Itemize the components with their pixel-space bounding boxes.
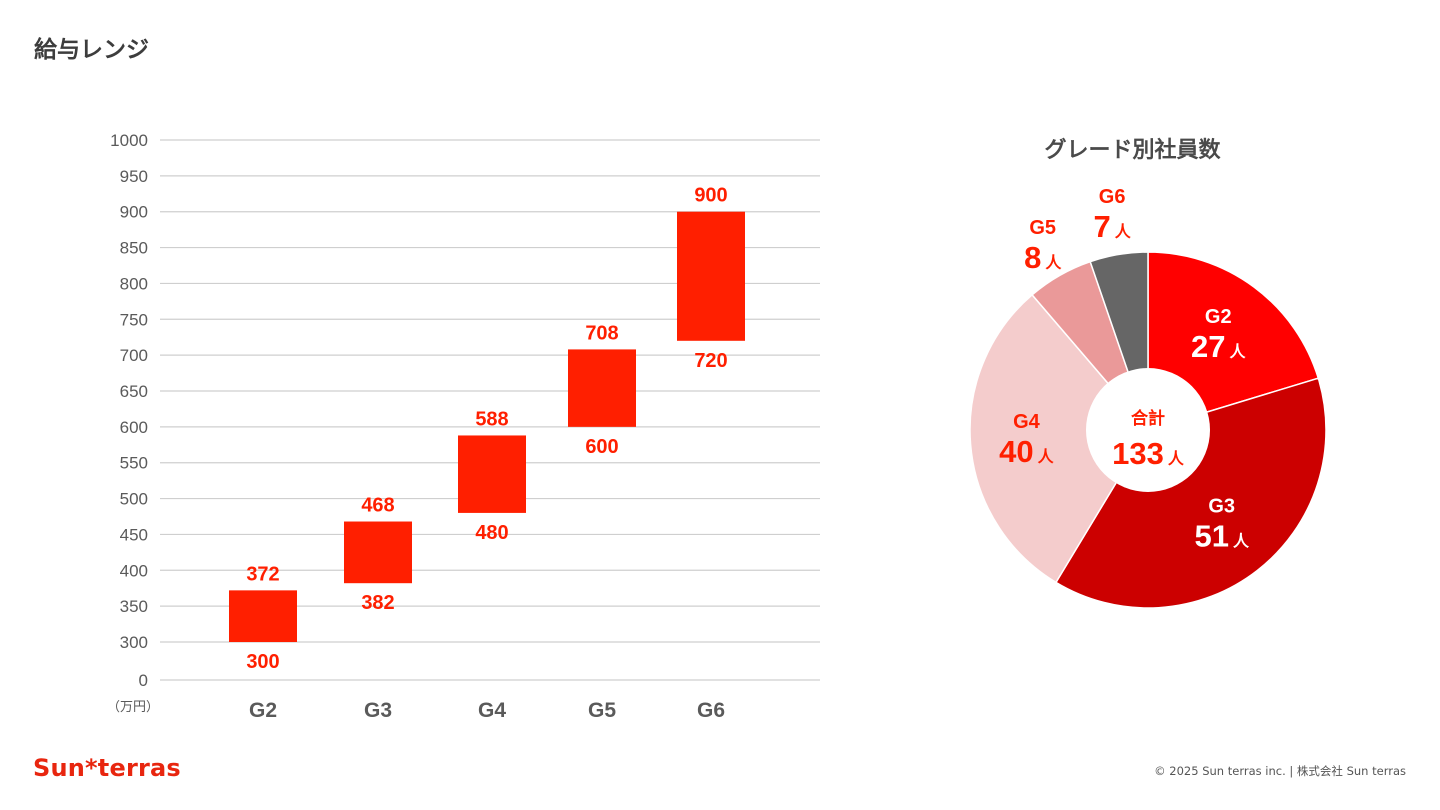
y-tick-label: 550 <box>120 454 148 473</box>
salary-range-chart: 0 300 350 400 450 500 550 600 650 700 750 800 850 900… <box>107 131 820 722</box>
bar-high-label: 372 <box>246 563 279 585</box>
range-bar <box>229 590 297 642</box>
copyright-text: © 2025 Sun terras inc. | 株式会社 Sun terras <box>1154 764 1406 778</box>
range-bar <box>344 521 412 584</box>
pie-chart-title: グレード別社員数 <box>1044 138 1221 163</box>
bar-low-label: 480 <box>475 522 508 544</box>
bar-high-label: 588 <box>475 408 508 430</box>
bar-low-label: 382 <box>361 592 394 614</box>
y-tick-label: 0 <box>139 671 148 690</box>
bar-high-label: 900 <box>694 185 727 207</box>
y-tick-label: 650 <box>120 382 148 401</box>
y-tick-label: 600 <box>120 418 148 437</box>
slice-category-label: G6 <box>1099 186 1126 208</box>
y-tick-label: 300 <box>120 633 148 652</box>
slice-value-label: 27 人 <box>1191 329 1246 364</box>
slice-value-label: 40 人 <box>999 434 1054 469</box>
donut-slice <box>1054 377 1327 609</box>
x-tick-label: G5 <box>588 699 616 722</box>
bar-high-label: 708 <box>585 322 618 344</box>
slice-category-label: G2 <box>1205 306 1232 328</box>
page-title: 給与レンジ <box>34 37 149 63</box>
y-tick-label: 500 <box>120 490 148 509</box>
bar-low-label: 720 <box>694 350 727 372</box>
x-tick-label: G6 <box>697 699 725 722</box>
y-tick-label: 700 <box>120 346 148 365</box>
x-tick-label: G4 <box>478 699 506 722</box>
range-bar <box>568 349 636 427</box>
donut-center-label: 合計 <box>1131 408 1165 429</box>
x-tick-label: G2 <box>249 699 277 722</box>
slice-value-label: 51 人 <box>1194 519 1249 554</box>
range-bar <box>677 211 745 341</box>
slice-category-label: G5 <box>1029 217 1056 239</box>
slice-category-label: G3 <box>1208 496 1235 518</box>
bar-high-label: 468 <box>361 495 394 517</box>
y-tick-label: 800 <box>120 274 148 293</box>
donut-total-value: 133 人 <box>1112 436 1185 471</box>
donut-slice <box>969 293 1149 584</box>
y-tick-label: 400 <box>120 561 148 580</box>
bar-low-label: 300 <box>246 651 279 673</box>
y-tick-label: 950 <box>120 167 148 186</box>
y-tick-label: 850 <box>120 239 148 258</box>
bar-low-label: 600 <box>585 436 618 458</box>
y-tick-label: 1000 <box>110 131 148 150</box>
donut-hole <box>1086 368 1210 492</box>
y-tick-label: 750 <box>120 310 148 329</box>
brand-logo: Sun*terras <box>33 754 181 782</box>
range-bar <box>458 435 526 513</box>
y-tick-label: 350 <box>120 597 148 616</box>
slice-category-label: G4 <box>1013 411 1041 433</box>
y-unit-label: （万円） <box>107 700 159 715</box>
x-tick-label: G3 <box>364 699 392 722</box>
y-tick-label: 450 <box>120 525 148 544</box>
y-tick-label: 900 <box>120 203 148 222</box>
